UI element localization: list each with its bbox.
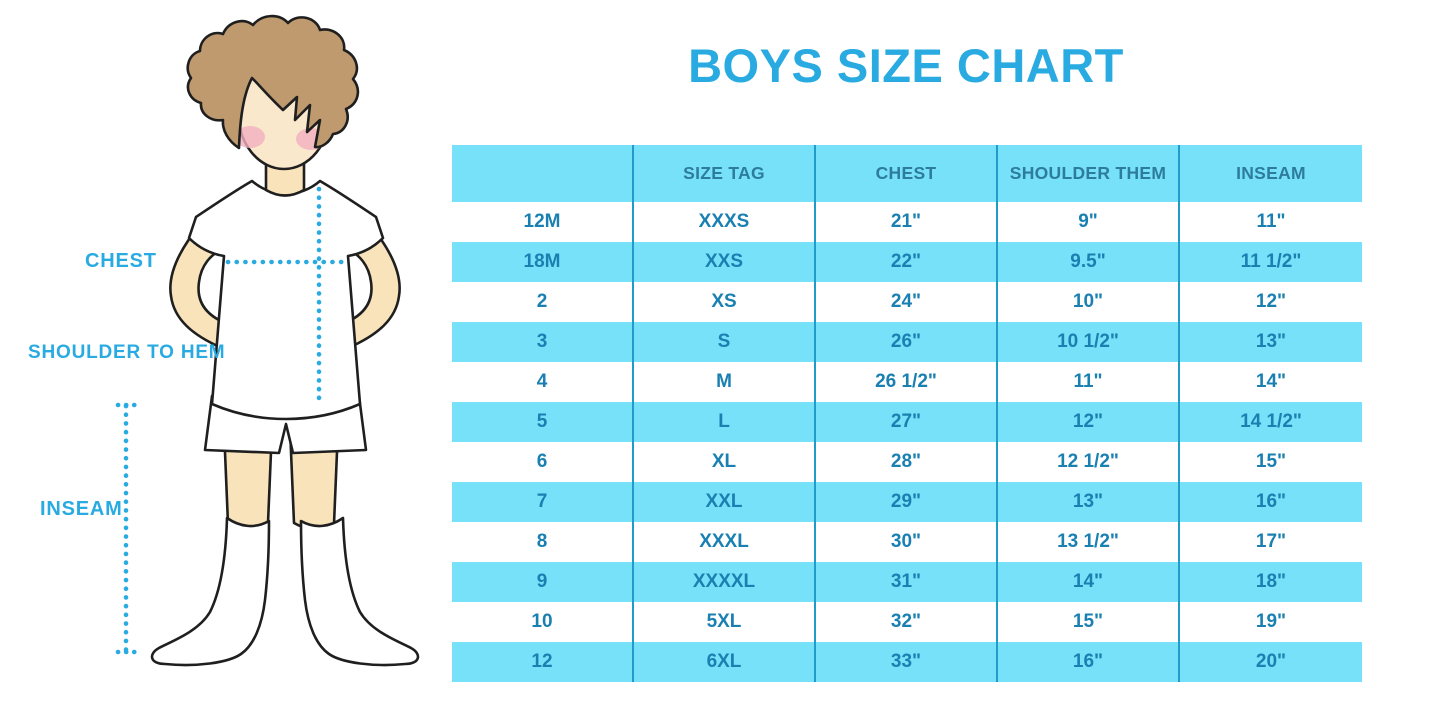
table-row: 8 XXXL 30" 13 1/2" 17"	[452, 522, 1362, 562]
table-cell: XXXL	[634, 522, 816, 562]
table-cell: 5	[452, 402, 634, 442]
boy-left-sock	[150, 516, 271, 667]
table-cell: 18M	[452, 242, 634, 282]
table-row: 7 XXL 29" 13" 16"	[452, 482, 1362, 522]
column-header: SIZE TAG	[634, 145, 816, 202]
page-title: BOYS SIZE CHART	[688, 39, 1124, 92]
table-cell: 4	[452, 362, 634, 402]
column-header	[452, 145, 634, 202]
boy-left-cheek	[235, 126, 265, 148]
table-cell: XXS	[634, 242, 816, 282]
table-cell: 27"	[816, 402, 998, 442]
table-cell: 10"	[998, 282, 1180, 322]
table-row: 12 6XL 33" 16" 20"	[452, 642, 1362, 682]
table-cell: 17"	[1255, 531, 1287, 552]
boy-tshirt	[187, 179, 385, 421]
table-cell: 16"	[1255, 491, 1287, 512]
table-cell: 33"	[816, 642, 998, 682]
table-cell: 9"	[998, 202, 1180, 242]
table-cell: XXL	[634, 482, 816, 522]
table-cell: XXXXL	[634, 562, 816, 602]
table-row: 4 M 26 1/2" 11" 14"	[452, 362, 1362, 402]
table-cell: XXXS	[634, 202, 816, 242]
boy-figure-illustration	[115, 14, 420, 667]
table-cell: 6XL	[634, 642, 816, 682]
table-cell: 14 1/2"	[1240, 411, 1302, 432]
table-cell: 13"	[998, 482, 1180, 522]
table-cell: 31"	[816, 562, 998, 602]
table-row: 3 S 26" 10 1/2" 13"	[452, 322, 1362, 362]
table-cell: 30"	[816, 522, 998, 562]
boy-hair	[186, 14, 360, 150]
table-cell: 24"	[816, 282, 998, 322]
table-cell: 11"	[1256, 211, 1286, 232]
column-header: SHOULDER THEM	[998, 145, 1180, 202]
table-row: 10 5XL 32" 15" 19"	[452, 602, 1362, 642]
table-cell: 12 1/2"	[998, 442, 1180, 482]
table-cell: 15"	[1255, 451, 1287, 472]
table-cell: 11 1/2"	[1240, 251, 1302, 272]
table-header-row: SIZE TAG CHEST SHOULDER THEM INSEAM	[452, 145, 1362, 202]
table-cell: 10	[452, 602, 634, 642]
table-cell: 12"	[1255, 291, 1287, 312]
table-cell: 32"	[816, 602, 998, 642]
table-row: 6 XL 28" 12 1/2" 15"	[452, 442, 1362, 482]
table-cell: 14"	[1255, 371, 1287, 392]
table-cell: 10 1/2"	[998, 322, 1180, 362]
table-cell: 6	[452, 442, 634, 482]
table-row: 12M XXXS 21" 9" 11"	[452, 202, 1362, 242]
table-cell: 13 1/2"	[998, 522, 1180, 562]
column-header: INSEAM	[1236, 163, 1306, 183]
table-cell: 9	[452, 562, 634, 602]
table-cell: 28"	[816, 442, 998, 482]
table-cell: 18"	[1255, 571, 1287, 592]
table-cell: 29"	[816, 482, 998, 522]
table-body: 12M XXXS 21" 9" 11" 18M XXS 22" 9.5" 11 1/2" 2 XS 24…	[452, 202, 1362, 682]
table-cell: 13"	[1255, 331, 1287, 352]
table-cell: 5XL	[634, 602, 816, 642]
table-cell: 12"	[998, 402, 1180, 442]
table-cell: 21"	[816, 202, 998, 242]
shoulder-to-hem-label: SHOULDER TO HEM	[28, 342, 226, 363]
table-cell: 12M	[452, 202, 634, 242]
table-row: 2 XS 24" 10" 12"	[452, 282, 1362, 322]
table-cell: L	[634, 402, 816, 442]
table-cell: XL	[634, 442, 816, 482]
table-cell: 8	[452, 522, 634, 562]
table-cell: 26 1/2"	[816, 362, 998, 402]
table-cell: XS	[634, 282, 816, 322]
table-cell: 7	[452, 482, 634, 522]
boy-right-sock	[299, 516, 420, 667]
table-cell: 9.5"	[998, 242, 1180, 282]
table-cell: 11"	[998, 362, 1180, 402]
table-cell: 16"	[998, 642, 1180, 682]
size-table: SIZE TAG CHEST SHOULDER THEM INSEAM 12M XXXS…	[452, 145, 1362, 682]
table-cell: 3	[452, 322, 634, 362]
column-header: CHEST	[816, 145, 998, 202]
table-cell: 2	[452, 282, 634, 322]
table-cell: 22"	[816, 242, 998, 282]
table-cell: 14"	[998, 562, 1180, 602]
table-row: 9 XXXXL 31" 14" 18"	[452, 562, 1362, 602]
table-cell: 12	[452, 642, 634, 682]
table-row: 18M XXS 22" 9.5" 11 1/2"	[452, 242, 1362, 282]
table-cell: 19"	[1255, 611, 1287, 632]
table-cell: S	[634, 322, 816, 362]
chest-label: CHEST	[85, 250, 157, 272]
inseam-label: INSEAM	[40, 498, 123, 520]
table-cell: 26"	[816, 322, 998, 362]
table-cell: 15"	[998, 602, 1180, 642]
table-row: 5 L 27" 12" 14 1/2"	[452, 402, 1362, 442]
table-cell: M	[634, 362, 816, 402]
table-cell: 20"	[1255, 651, 1287, 672]
